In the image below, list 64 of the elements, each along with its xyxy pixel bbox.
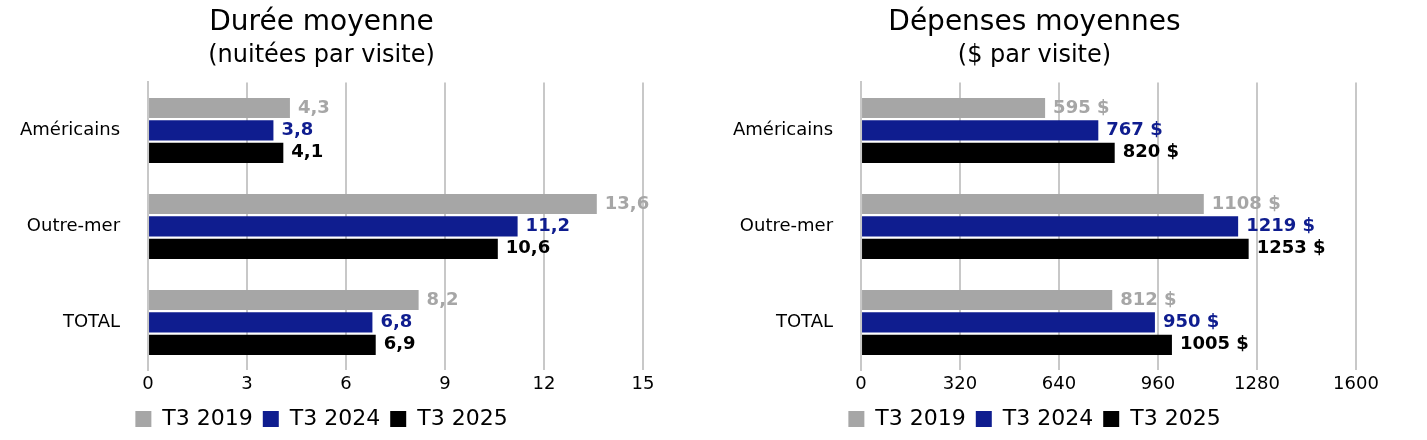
data-label: 10,6 xyxy=(505,236,551,258)
legend-label: T3 2019 xyxy=(161,404,253,430)
y-tick-label: Américains xyxy=(732,118,834,140)
bar xyxy=(862,97,1046,119)
data-label: 767 $ xyxy=(1106,118,1163,140)
data-label: 13,6 xyxy=(604,191,650,213)
x-tick-label: 3 xyxy=(241,371,253,393)
chart-subtitle: ($ par visite) xyxy=(957,40,1112,69)
bar xyxy=(862,193,1204,215)
legend-label: T3 2025 xyxy=(416,404,508,430)
bar xyxy=(149,216,518,237)
x-tick-label: 6 xyxy=(340,371,352,393)
y-tick-label: Outre-mer xyxy=(739,214,834,236)
data-label: 6,9 xyxy=(383,332,416,354)
chart-title: Durée moyenne xyxy=(209,4,434,38)
x-tick-label: 960 xyxy=(1140,371,1176,393)
x-tick-label: 0 xyxy=(142,371,154,393)
bar xyxy=(862,120,1099,141)
bar xyxy=(862,142,1115,163)
bar xyxy=(149,312,373,333)
x-tick-label: 9 xyxy=(439,371,451,393)
data-label: 595 $ xyxy=(1053,95,1110,117)
y-tick-label: TOTAL xyxy=(61,310,121,332)
data-label: 4,1 xyxy=(291,140,324,162)
legend-label: T3 2025 xyxy=(1129,404,1221,430)
y-tick-label: TOTAL xyxy=(774,310,834,332)
x-tick-label: 640 xyxy=(1041,371,1077,393)
data-label: 1253 $ xyxy=(1256,236,1326,258)
data-label: 4,3 xyxy=(297,95,330,117)
bar xyxy=(862,312,1155,333)
y-tick-label: Outre-mer xyxy=(26,214,121,236)
chart-title: Dépenses moyennes xyxy=(888,4,1181,38)
legend-label: T3 2024 xyxy=(288,404,381,430)
bar xyxy=(149,238,498,259)
data-label: 6,8 xyxy=(380,310,413,332)
bar xyxy=(862,334,1172,355)
data-label: 1219 $ xyxy=(1246,214,1316,236)
bar xyxy=(149,334,376,355)
bar xyxy=(149,97,290,119)
bar xyxy=(149,193,597,215)
x-tick-label: 12 xyxy=(532,371,556,393)
data-label: 3,8 xyxy=(281,118,314,140)
x-tick-label: 1600 xyxy=(1333,371,1379,393)
x-tick-label: 320 xyxy=(942,371,978,393)
x-tick-label: 15 xyxy=(631,371,655,393)
bar xyxy=(149,142,284,163)
data-label: 1108 $ xyxy=(1211,191,1281,213)
x-tick-label: 1280 xyxy=(1234,371,1280,393)
x-tick-label: 0 xyxy=(855,371,867,393)
bar xyxy=(149,120,274,141)
data-label: 1005 $ xyxy=(1179,332,1249,354)
bar xyxy=(862,238,1249,259)
legend-label: T3 2024 xyxy=(1001,404,1094,430)
data-label: 950 $ xyxy=(1162,310,1220,332)
legend-label: T3 2019 xyxy=(874,404,966,430)
data-label: 11,2 xyxy=(525,214,571,236)
chart-subtitle: (nuitées par visite) xyxy=(208,40,435,69)
data-label: 8,2 xyxy=(426,287,459,309)
data-label: 820 $ xyxy=(1122,140,1180,162)
bar xyxy=(862,216,1239,237)
bar xyxy=(862,289,1113,311)
y-tick-label: Américains xyxy=(19,118,121,140)
bar xyxy=(149,289,419,311)
data-label: 812 $ xyxy=(1120,287,1177,309)
